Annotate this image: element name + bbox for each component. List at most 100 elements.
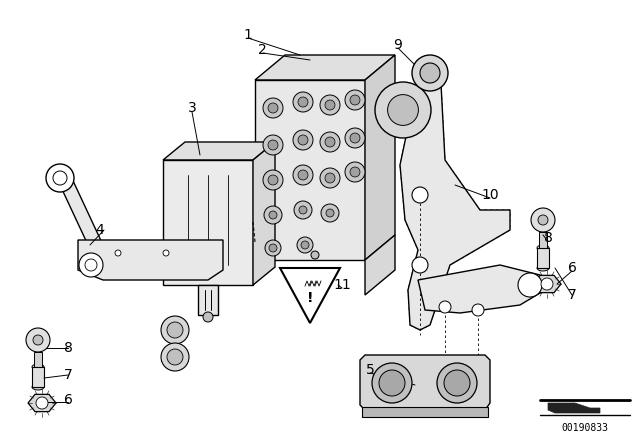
Circle shape bbox=[203, 312, 213, 322]
Polygon shape bbox=[78, 240, 223, 280]
Polygon shape bbox=[255, 80, 365, 260]
Polygon shape bbox=[400, 65, 510, 330]
Circle shape bbox=[325, 100, 335, 110]
Circle shape bbox=[388, 95, 419, 125]
Text: 3: 3 bbox=[188, 101, 196, 115]
Circle shape bbox=[293, 165, 313, 185]
Circle shape bbox=[293, 130, 313, 150]
Text: 8: 8 bbox=[63, 341, 72, 355]
Circle shape bbox=[412, 257, 428, 273]
Circle shape bbox=[518, 273, 542, 297]
Circle shape bbox=[375, 82, 431, 138]
Circle shape bbox=[420, 63, 440, 83]
Text: 8: 8 bbox=[543, 231, 552, 245]
Circle shape bbox=[264, 206, 282, 224]
Text: 11: 11 bbox=[333, 278, 351, 292]
Text: 6: 6 bbox=[63, 393, 72, 407]
Bar bbox=[32, 367, 44, 387]
Polygon shape bbox=[418, 265, 545, 313]
Ellipse shape bbox=[537, 265, 549, 271]
Circle shape bbox=[437, 363, 477, 403]
Text: 5: 5 bbox=[365, 363, 374, 377]
Circle shape bbox=[326, 209, 334, 217]
Text: 6: 6 bbox=[568, 261, 577, 275]
Polygon shape bbox=[253, 142, 275, 285]
Polygon shape bbox=[360, 355, 490, 410]
Circle shape bbox=[531, 208, 555, 232]
Polygon shape bbox=[548, 403, 600, 413]
Circle shape bbox=[412, 187, 428, 203]
Circle shape bbox=[412, 55, 448, 91]
Polygon shape bbox=[53, 170, 103, 245]
Circle shape bbox=[350, 167, 360, 177]
Ellipse shape bbox=[177, 253, 199, 267]
Circle shape bbox=[325, 137, 335, 147]
Circle shape bbox=[372, 363, 412, 403]
Circle shape bbox=[294, 201, 312, 219]
Bar bbox=[539, 232, 547, 254]
Circle shape bbox=[167, 349, 183, 365]
Circle shape bbox=[379, 370, 405, 396]
Text: 10: 10 bbox=[481, 188, 499, 202]
Circle shape bbox=[345, 90, 365, 110]
Bar bbox=[168, 168, 248, 278]
Circle shape bbox=[269, 244, 277, 252]
Circle shape bbox=[263, 135, 283, 155]
Ellipse shape bbox=[537, 245, 549, 251]
Circle shape bbox=[350, 133, 360, 143]
Polygon shape bbox=[533, 276, 561, 293]
Circle shape bbox=[298, 97, 308, 107]
Circle shape bbox=[439, 301, 451, 313]
Circle shape bbox=[161, 316, 189, 344]
Circle shape bbox=[167, 322, 183, 338]
Circle shape bbox=[33, 335, 43, 345]
Polygon shape bbox=[163, 142, 275, 160]
Ellipse shape bbox=[32, 364, 44, 370]
Circle shape bbox=[163, 250, 169, 256]
Text: 2: 2 bbox=[258, 43, 266, 57]
Circle shape bbox=[541, 278, 553, 290]
Circle shape bbox=[26, 328, 50, 352]
Circle shape bbox=[320, 168, 340, 188]
Circle shape bbox=[269, 211, 277, 219]
Circle shape bbox=[538, 215, 548, 225]
Ellipse shape bbox=[32, 384, 44, 390]
Polygon shape bbox=[362, 407, 488, 417]
Text: 4: 4 bbox=[95, 223, 104, 237]
Polygon shape bbox=[255, 55, 395, 80]
Bar bbox=[34, 352, 42, 374]
Circle shape bbox=[53, 171, 67, 185]
Circle shape bbox=[298, 170, 308, 180]
Polygon shape bbox=[163, 160, 253, 285]
Circle shape bbox=[321, 204, 339, 222]
Polygon shape bbox=[198, 285, 218, 315]
Circle shape bbox=[325, 173, 335, 183]
Circle shape bbox=[268, 103, 278, 113]
Circle shape bbox=[36, 397, 48, 409]
Text: 00190833: 00190833 bbox=[561, 423, 609, 433]
Polygon shape bbox=[365, 55, 395, 260]
Text: 1: 1 bbox=[244, 28, 252, 42]
Circle shape bbox=[268, 175, 278, 185]
Circle shape bbox=[311, 251, 319, 259]
Circle shape bbox=[263, 98, 283, 118]
Circle shape bbox=[299, 206, 307, 214]
Circle shape bbox=[444, 370, 470, 396]
Circle shape bbox=[320, 132, 340, 152]
Polygon shape bbox=[28, 394, 56, 412]
Circle shape bbox=[345, 162, 365, 182]
Circle shape bbox=[115, 250, 121, 256]
Circle shape bbox=[85, 259, 97, 271]
Bar bbox=[537, 248, 549, 268]
Text: 9: 9 bbox=[394, 38, 403, 52]
Circle shape bbox=[161, 343, 189, 371]
Circle shape bbox=[265, 240, 281, 256]
Circle shape bbox=[263, 170, 283, 190]
Polygon shape bbox=[280, 268, 340, 323]
Circle shape bbox=[297, 237, 313, 253]
Circle shape bbox=[320, 95, 340, 115]
Circle shape bbox=[345, 128, 365, 148]
Ellipse shape bbox=[125, 249, 161, 267]
Circle shape bbox=[268, 140, 278, 150]
Text: !: ! bbox=[307, 291, 313, 305]
